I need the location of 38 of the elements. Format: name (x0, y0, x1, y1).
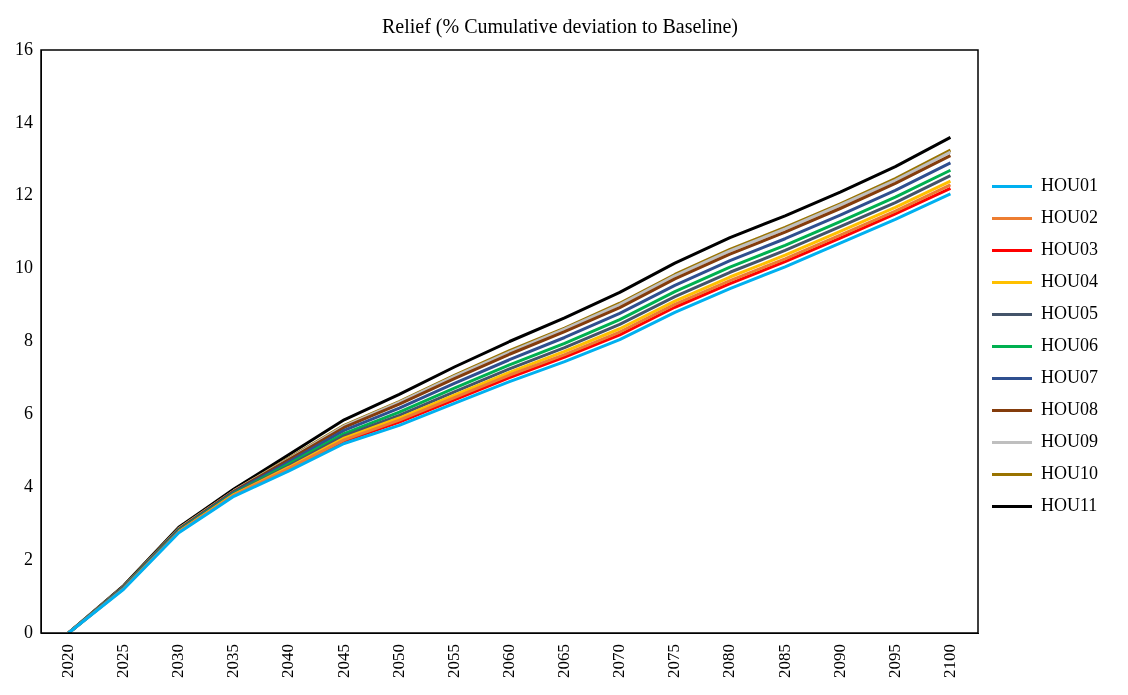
y-tick-label: 6 (24, 403, 33, 424)
y-tick-label: 12 (15, 184, 33, 205)
legend-label: HOU01 (1041, 175, 1098, 196)
x-tick-label: 2085 (774, 644, 794, 678)
legend-label: HOU08 (1041, 399, 1098, 420)
x-tick-label: 2100 (939, 644, 959, 678)
x-tick-label: 2065 (554, 644, 574, 678)
legend-label: HOU05 (1041, 303, 1098, 324)
legend-label: HOU10 (1041, 463, 1098, 484)
x-tick-label: 2080 (719, 644, 739, 678)
x-tick-label: 2020 (58, 644, 78, 678)
y-tick-label: 2 (24, 548, 33, 569)
y-tick-label: 0 (24, 621, 33, 642)
legend-label: HOU09 (1041, 431, 1098, 452)
x-tick-label: 2045 (333, 644, 353, 678)
legend-label: HOU06 (1041, 335, 1098, 356)
chart-title: Relief (% Cumulative deviation to Baseline) (381, 15, 739, 39)
x-tick-label: 2095 (884, 644, 904, 678)
x-tick-label: 2050 (388, 644, 408, 678)
legend-label: HOU03 (1041, 239, 1098, 260)
x-tick-label: 2090 (829, 644, 849, 678)
y-tick-label: 16 (15, 38, 33, 59)
legend-label: HOU04 (1041, 271, 1098, 292)
y-tick-label: 14 (15, 111, 33, 132)
legend-label: HOU02 (1041, 207, 1098, 228)
x-tick-label: 2040 (278, 644, 298, 678)
x-tick-label: 2025 (113, 644, 133, 678)
x-tick-label: 2060 (498, 644, 518, 678)
x-tick-label: 2055 (443, 644, 463, 678)
y-tick-label: 4 (24, 475, 33, 496)
x-tick-label: 2075 (664, 644, 684, 678)
x-tick-label: 2070 (609, 644, 629, 678)
y-tick-label: 10 (15, 257, 33, 278)
x-tick-label: 2035 (223, 644, 243, 678)
x-tick-label: 2030 (168, 644, 188, 678)
legend-label: HOU07 (1041, 367, 1098, 388)
y-tick-label: 8 (24, 330, 33, 351)
legend-label: HOU11 (1041, 495, 1098, 516)
